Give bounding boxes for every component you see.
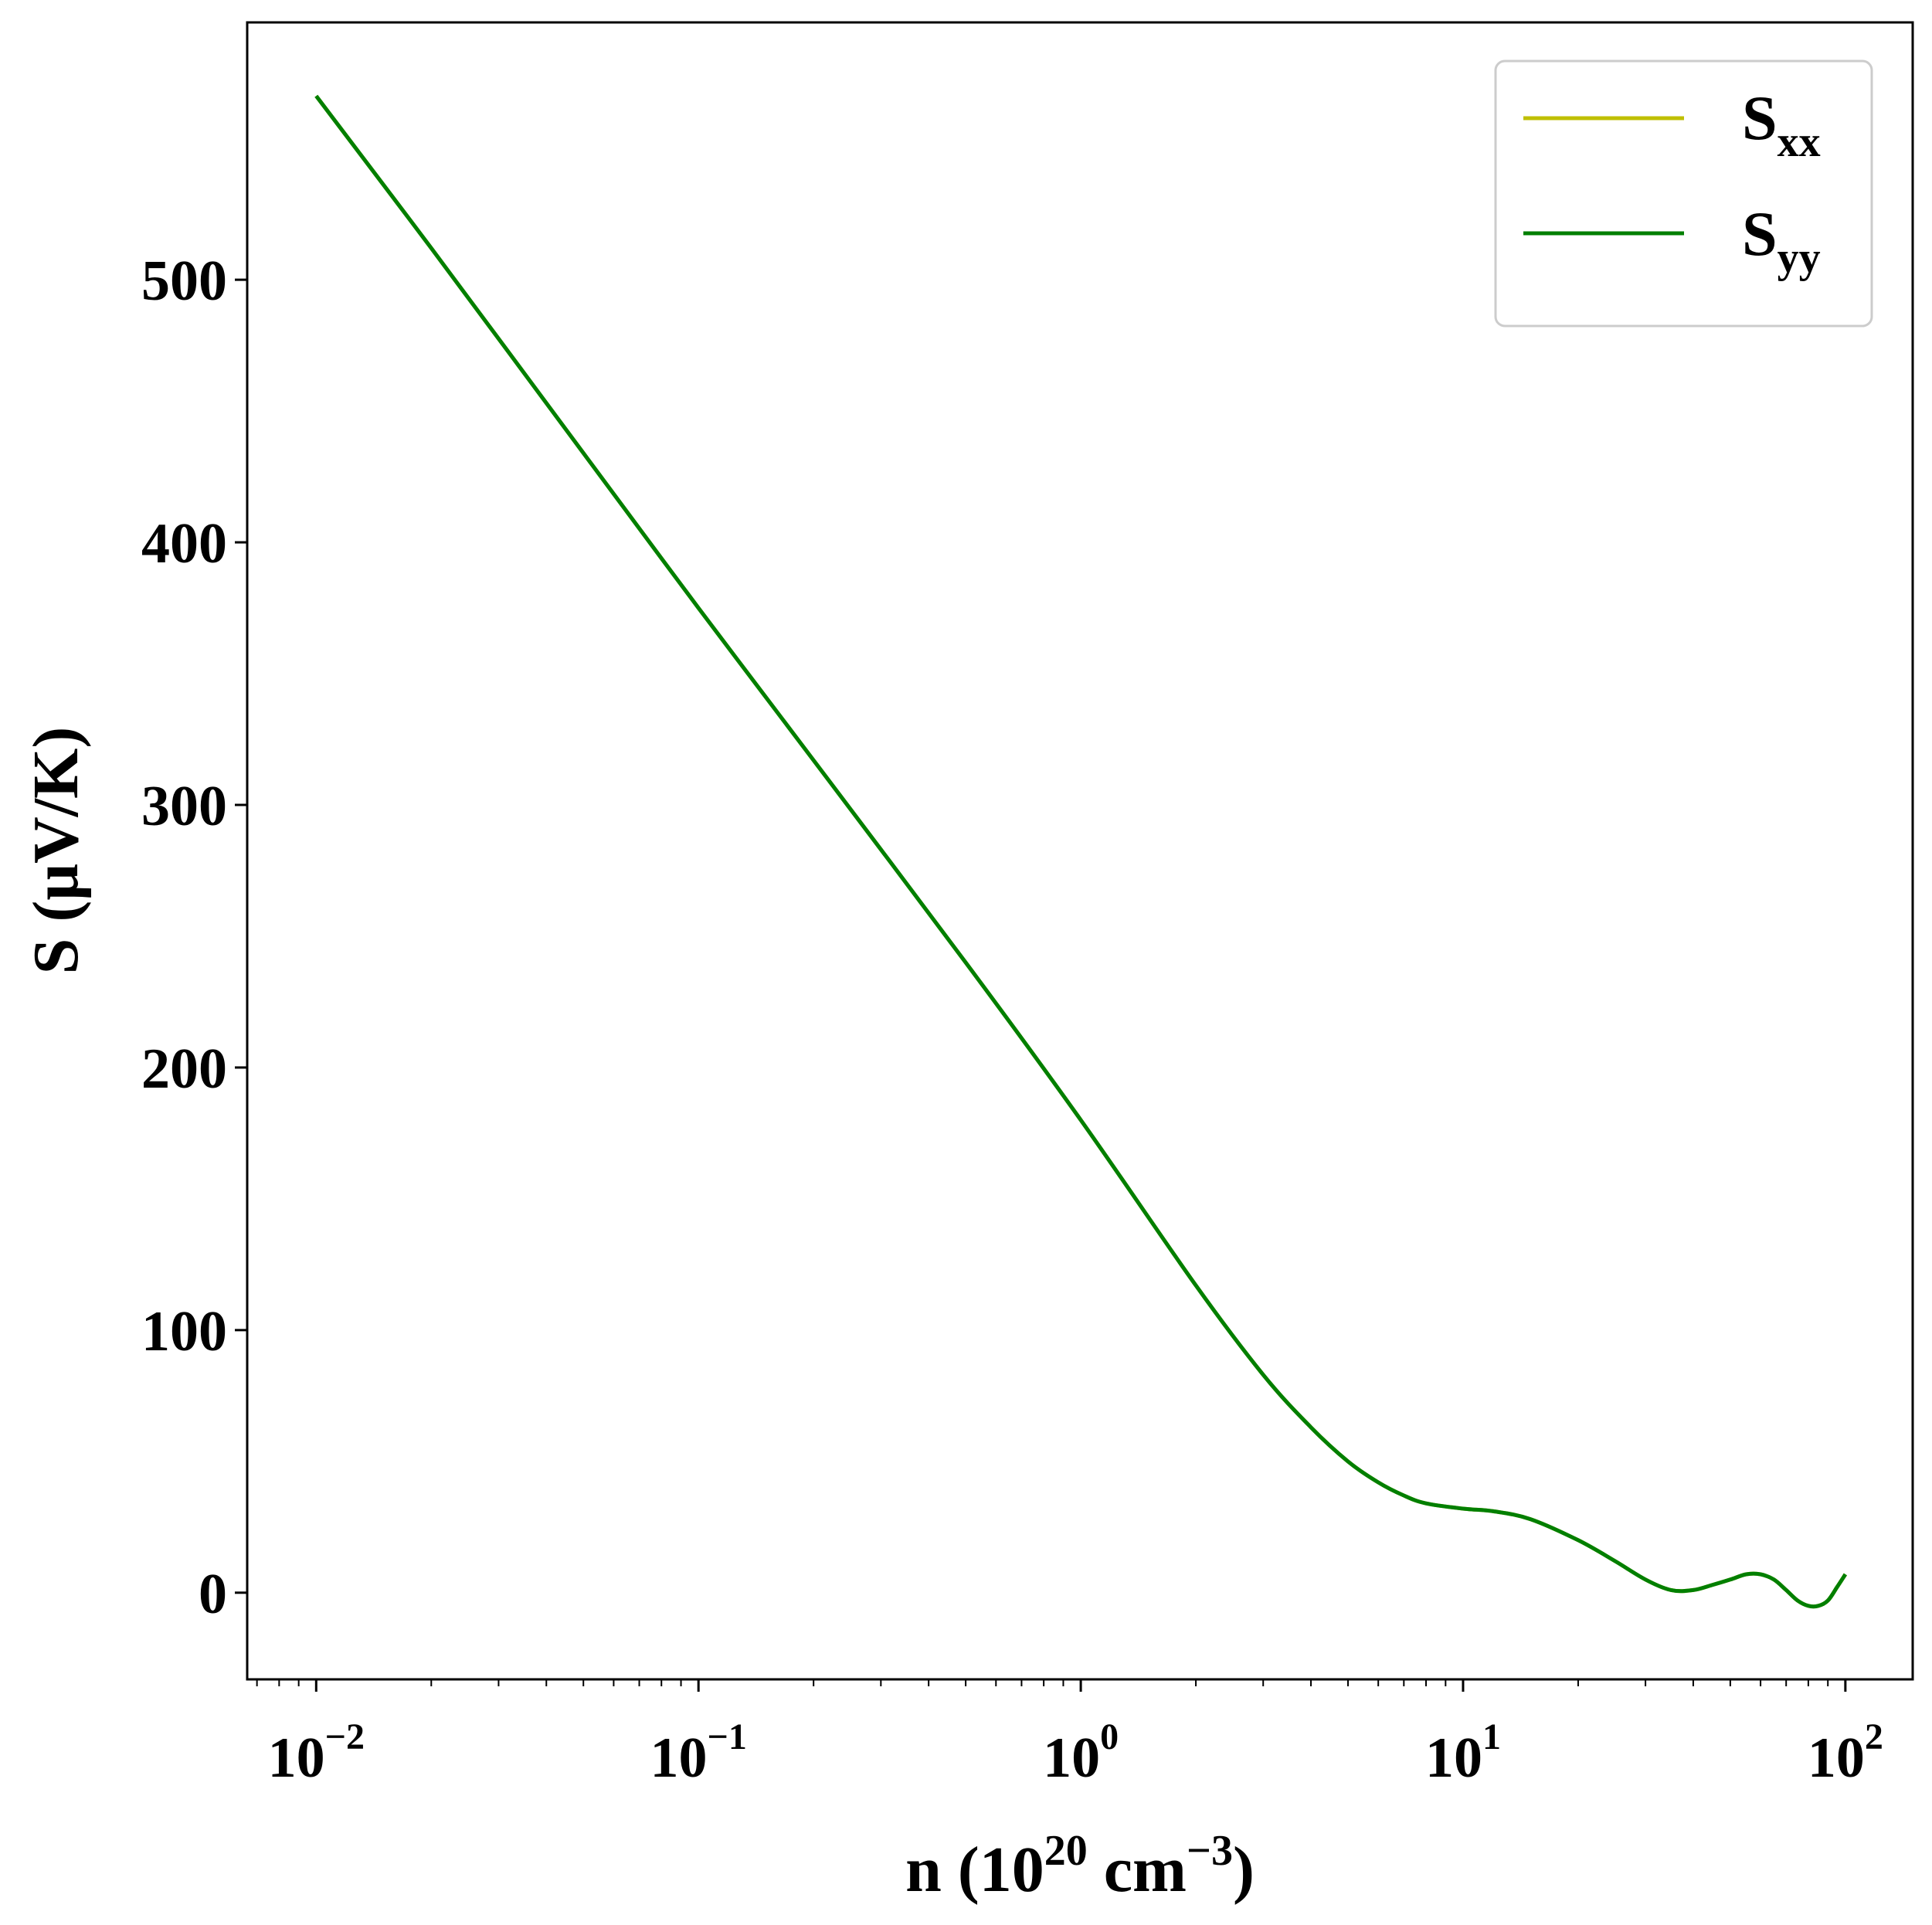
x-tick-label-0: 100 [1043,1716,1119,1790]
legend: Sxx Syy [1494,59,1873,328]
x-tick-label-−2: 10−2 [268,1716,365,1790]
legend-label-syy-sub: yy [1778,234,1821,282]
x-axis-label-suffix: ) [1233,1834,1255,1906]
y-tick-label-100: 100 [141,1300,227,1363]
x-tick-label-base: 10 [1425,1726,1482,1790]
y-tick-label-300: 300 [141,775,227,838]
y-tick-label-400: 400 [141,512,227,575]
x-axis-label-sup2: −3 [1187,1827,1233,1875]
x-tick-label-base: 10 [650,1726,708,1790]
x-tick-label-base: 10 [1043,1726,1100,1790]
x-tick-label-−1: 10−1 [650,1716,747,1790]
legend-label-sxx-sub: xx [1778,118,1821,166]
legend-label-syy: Syy [1742,199,1821,282]
x-axis-label-mid: cm [1088,1834,1187,1906]
y-tick-label-200: 200 [141,1037,227,1101]
y-axis-label: S (μV/K) [20,727,92,975]
x-axis-label-prefix: n (10 [905,1834,1044,1906]
legend-label-syy-main: S [1742,199,1778,269]
x-tick-label-exponent: −1 [708,1716,747,1757]
x-tick-label-exponent: 1 [1482,1716,1501,1757]
y-tick-label-0: 0 [199,1563,227,1626]
x-axis-label-sup1: 20 [1044,1827,1088,1875]
legend-label-sxx: Sxx [1742,83,1821,166]
x-tick-label-base: 10 [268,1726,325,1790]
plot-frame [246,21,1914,1681]
x-tick-label-1: 101 [1425,1716,1501,1790]
x-axis-label: n (1020 cm−3) [905,1827,1255,1906]
x-tick-label-2: 102 [1808,1716,1883,1790]
x-tick-label-exponent: 0 [1100,1716,1119,1757]
legend-label-sxx-main: S [1742,83,1778,153]
x-tick-label-exponent: −2 [325,1716,365,1757]
x-tick-label-exponent: 2 [1865,1716,1883,1757]
series-line-yy [314,94,1847,1609]
legend-box [1494,59,1873,328]
x-tick-label-base: 10 [1808,1726,1865,1790]
series-layer [314,94,1847,1609]
y-tick-label-500: 500 [141,250,227,313]
